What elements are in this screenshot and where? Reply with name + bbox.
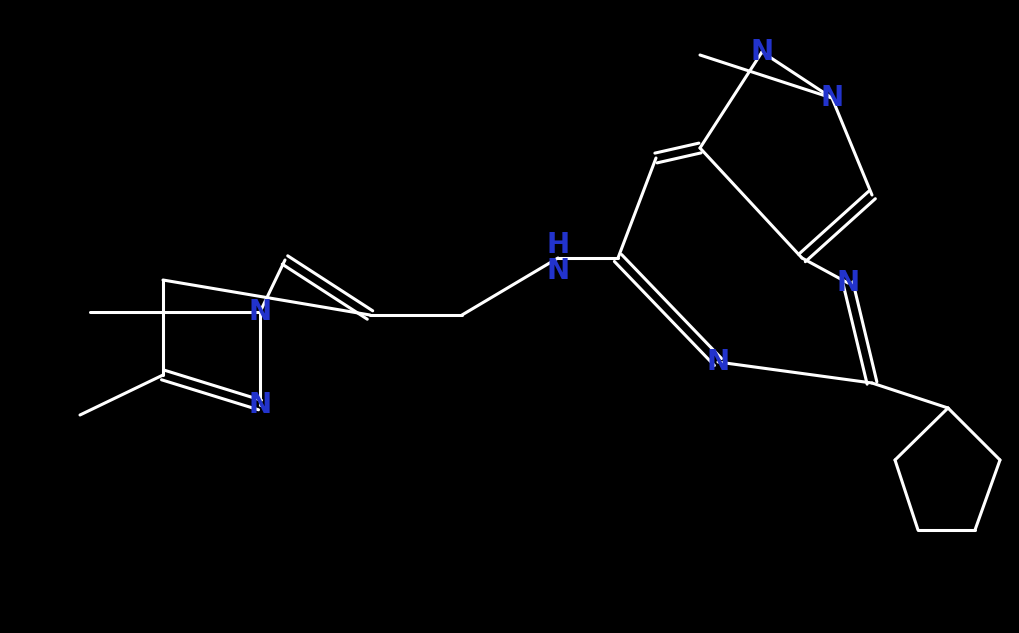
Text: H
N: H N — [546, 231, 570, 285]
Text: N: N — [249, 391, 271, 419]
Text: N: N — [249, 298, 271, 326]
Text: N: N — [706, 348, 730, 376]
Text: N: N — [820, 84, 844, 112]
Text: N: N — [750, 38, 773, 66]
Text: N: N — [837, 269, 860, 297]
